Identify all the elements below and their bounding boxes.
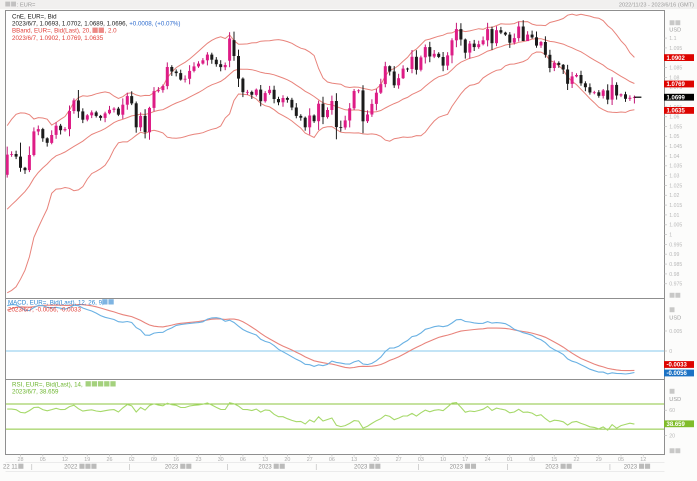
svg-text:02: 02: [129, 457, 135, 463]
svg-text:1.1: 1.1: [669, 36, 676, 42]
svg-text:0.99: 0.99: [669, 252, 679, 258]
svg-text:13: 13: [262, 457, 268, 463]
svg-text:06: 06: [329, 457, 335, 463]
svg-text:0: 0: [669, 349, 672, 355]
svg-text:2023/6/7, 1.0902, 1.0769, 1.06: 2023/6/7, 1.0902, 1.0769, 1.0635: [12, 35, 104, 42]
svg-text:2023: 2023: [624, 465, 638, 471]
svg-text:19: 19: [84, 457, 90, 463]
svg-text:: EUR=: : EUR=: [17, 2, 36, 8]
svg-text:1.02: 1.02: [669, 193, 679, 199]
svg-text:1.005: 1.005: [669, 223, 682, 229]
svg-text:, 2.0: , 2.0: [105, 28, 118, 35]
svg-text:2023: 2023: [545, 465, 559, 471]
svg-text:12: 12: [62, 457, 68, 463]
svg-text:60: 60: [669, 408, 675, 414]
svg-text:22: 22: [574, 457, 580, 463]
svg-text:05: 05: [618, 457, 624, 463]
svg-text:38.659: 38.659: [667, 422, 686, 428]
svg-text:10: 10: [440, 457, 446, 463]
svg-text:24: 24: [485, 457, 491, 463]
svg-text:1.0902: 1.0902: [667, 56, 686, 62]
svg-text:2023/6/7, 1.0693, 1.0702, 1.06: 2023/6/7, 1.0693, 1.0702, 1.0689, 1.0696…: [12, 21, 128, 28]
svg-text:2023: 2023: [354, 465, 368, 471]
svg-text:0.975: 0.975: [669, 282, 682, 288]
svg-text:17: 17: [462, 457, 468, 463]
svg-text:15: 15: [551, 457, 557, 463]
svg-text:29: 29: [596, 457, 602, 463]
svg-text:20: 20: [284, 457, 290, 463]
svg-text:2023: 2023: [165, 465, 179, 471]
svg-text:RSI, EUR=, Bid(Last), 14,: RSI, EUR=, Bid(Last), 14,: [12, 381, 83, 388]
svg-text:1: 1: [669, 233, 672, 239]
svg-text:0.98: 0.98: [669, 272, 679, 278]
svg-text:16: 16: [173, 457, 179, 463]
svg-text:09: 09: [151, 457, 157, 463]
svg-text:1.045: 1.045: [669, 144, 682, 150]
svg-text:0.005: 0.005: [669, 329, 682, 335]
svg-text:2023: 2023: [258, 465, 272, 471]
svg-text:2022: 2022: [64, 465, 78, 471]
svg-text:01: 01: [507, 457, 513, 463]
svg-text:0.995: 0.995: [669, 242, 682, 248]
svg-text:1.04: 1.04: [669, 154, 679, 160]
svg-text:1.06: 1.06: [669, 115, 679, 121]
svg-text:06: 06: [240, 457, 246, 463]
svg-text:1.035: 1.035: [669, 164, 682, 170]
svg-text:1.075: 1.075: [669, 85, 682, 91]
svg-text:MACD, EUR=, Bid(Last), 12, 26,: MACD, EUR=, Bid(Last), 12, 26, 9,: [8, 299, 104, 306]
svg-text:26: 26: [107, 457, 113, 463]
svg-text:USD: USD: [669, 316, 681, 322]
svg-text:05: 05: [40, 457, 46, 463]
svg-text:1.025: 1.025: [669, 183, 682, 189]
svg-text:1.0635: 1.0635: [667, 109, 686, 115]
svg-text:27: 27: [396, 457, 402, 463]
svg-text:1.03: 1.03: [669, 174, 679, 180]
svg-text:23: 23: [196, 457, 202, 463]
svg-text:BBand, EUR=, Bid(Last), 20,: BBand, EUR=, Bid(Last), 20,: [12, 28, 91, 35]
svg-text:03: 03: [418, 457, 424, 463]
svg-text:30: 30: [218, 457, 224, 463]
svg-text:2023/6/7, -0.0056, -0.0033: 2023/6/7, -0.0056, -0.0033: [8, 307, 81, 314]
svg-text:20: 20: [373, 457, 379, 463]
svg-text:2023: 2023: [450, 465, 464, 471]
svg-text:28: 28: [18, 457, 24, 463]
svg-text:1.055: 1.055: [669, 124, 682, 130]
svg-text:USD: USD: [669, 397, 681, 403]
svg-text:13: 13: [351, 457, 357, 463]
svg-text:0.985: 0.985: [669, 262, 682, 268]
svg-text:20: 20: [669, 433, 675, 439]
svg-text:1.0769: 1.0769: [667, 82, 686, 88]
svg-text:2022/11/23 - 2023/6/16 (GMT): 2022/11/23 - 2023/6/16 (GMT): [619, 2, 694, 8]
svg-text:+0.0008, (+0.07%): +0.0008, (+0.07%): [129, 21, 180, 28]
svg-text:27: 27: [307, 457, 313, 463]
svg-text:2023/6/7, 38.659: 2023/6/7, 38.659: [12, 389, 59, 396]
svg-text:1.015: 1.015: [669, 203, 682, 209]
svg-text:CnE, EUR=, Bid: CnE, EUR=, Bid: [12, 13, 57, 20]
svg-text:1.01: 1.01: [669, 213, 679, 219]
svg-text:1.08: 1.08: [669, 75, 679, 81]
svg-text:1.0699: 1.0699: [667, 95, 686, 101]
svg-text:USD: USD: [669, 28, 681, 34]
svg-text:08: 08: [529, 457, 535, 463]
svg-text:-0.0033: -0.0033: [667, 363, 688, 369]
svg-text:12: 12: [640, 457, 646, 463]
svg-text:1.05: 1.05: [669, 134, 679, 140]
svg-text:-0.0056: -0.0056: [667, 371, 688, 377]
svg-text:1.085: 1.085: [669, 66, 682, 72]
svg-text:22 11: 22 11: [3, 465, 18, 471]
svg-text:1.095: 1.095: [669, 46, 682, 52]
